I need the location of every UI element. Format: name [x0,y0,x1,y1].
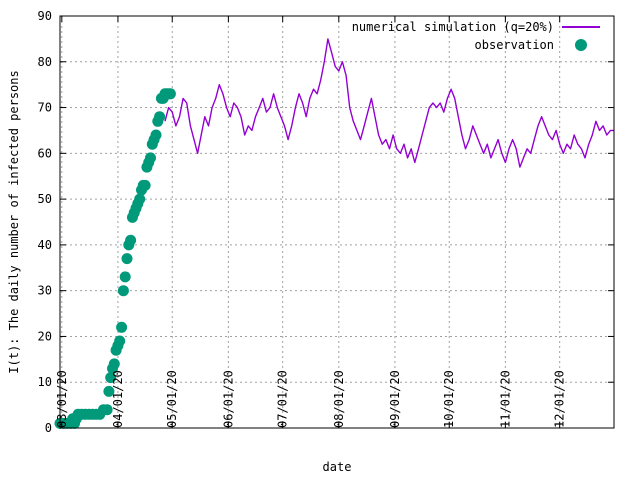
observation-point [101,404,113,416]
x-tick-label: 06/01/20 [221,370,235,428]
plot-area [54,38,614,429]
observation-point [154,111,166,123]
y-tick-label: 30 [38,284,52,298]
x-tick-label: 09/01/20 [388,370,402,428]
observation-point [117,285,129,297]
y-tick-label: 0 [45,421,52,435]
observation-point [145,152,156,164]
series-line-simulation [164,38,614,168]
y-tick-label: 10 [38,375,52,389]
x-tick-label: 10/01/20 [442,370,456,428]
x-axis-label: date [323,460,352,474]
axes: 0 10 20 30 40 50 60 70 80 90 03/01/20 04/01/20 05/01… [38,9,614,435]
x-tick-label: 08/01/20 [332,370,346,428]
plot-frame [59,15,615,429]
observation-point [164,88,176,100]
y-tick-label: 70 [38,101,52,115]
observation-point [121,253,133,265]
observation-point [108,358,120,370]
y-tick-label: 80 [38,55,52,69]
x-tick-label: 11/01/20 [498,370,512,428]
legend-label-observation: observation [475,38,554,52]
observation-point [114,335,126,347]
x-tick-label: 04/01/20 [111,370,125,428]
y-axis-label: I(t): The daily number of infected perso… [7,70,21,373]
x-tick-label: 05/01/20 [165,370,179,428]
y-tick-label: 20 [38,329,52,343]
grid-lines [60,16,614,428]
observation-point [125,234,137,246]
observation-point [150,129,162,141]
observation-point [134,193,146,205]
x-tick-label: 03/01/20 [55,370,69,428]
x-tick-label: 07/01/20 [276,370,290,428]
x-tick-label: 12/01/20 [553,370,567,428]
y-tick-label: 90 [38,9,52,23]
y-tick-label: 40 [38,238,52,252]
y-tick-label: 50 [38,192,52,206]
legend: numerical simulation (q=20%) observation [352,20,600,52]
observation-point [103,385,115,397]
y-tick-label: 60 [38,146,52,160]
observation-point [105,372,117,384]
legend-swatch-observation [575,39,587,51]
observation-point [139,179,151,191]
observation-point [116,321,128,333]
legend-label-simulation: numerical simulation (q=20%) [352,20,554,34]
observation-point [119,271,131,283]
